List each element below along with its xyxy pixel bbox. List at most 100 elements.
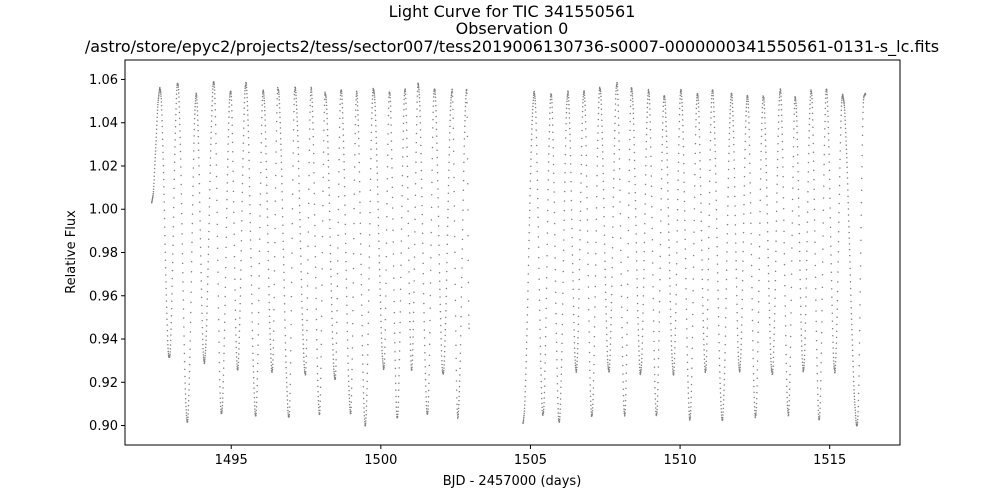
data-point bbox=[169, 344, 172, 346]
data-point bbox=[550, 94, 553, 97]
data-point bbox=[384, 346, 386, 348]
data-point bbox=[179, 158, 182, 160]
data-point bbox=[237, 368, 239, 370]
data-point bbox=[692, 290, 694, 292]
data-point bbox=[253, 392, 255, 394]
data-point bbox=[254, 408, 256, 410]
data-point bbox=[410, 355, 412, 357]
data-point bbox=[316, 365, 319, 367]
data-point bbox=[152, 188, 155, 190]
data-point bbox=[629, 112, 632, 115]
data-point bbox=[152, 194, 154, 196]
data-point bbox=[696, 96, 698, 99]
data-point bbox=[613, 169, 615, 171]
data-point bbox=[671, 356, 673, 359]
y-axis-label: Relative Flux bbox=[64, 210, 79, 294]
data-point bbox=[390, 140, 393, 142]
data-point bbox=[306, 285, 309, 287]
data-point bbox=[560, 386, 562, 389]
data-point bbox=[289, 392, 291, 395]
data-point bbox=[676, 208, 679, 211]
data-point bbox=[569, 133, 571, 136]
data-point bbox=[765, 151, 767, 154]
data-point bbox=[221, 410, 223, 413]
data-point bbox=[421, 204, 423, 207]
data-point bbox=[234, 299, 236, 302]
data-point bbox=[205, 335, 207, 337]
data-point bbox=[769, 330, 771, 333]
data-point bbox=[404, 93, 407, 95]
data-point bbox=[614, 103, 617, 105]
data-point bbox=[455, 389, 458, 391]
data-point bbox=[276, 112, 278, 114]
data-point bbox=[675, 284, 678, 286]
data-point bbox=[443, 360, 446, 362]
data-point bbox=[302, 352, 305, 354]
data-point bbox=[726, 214, 729, 217]
data-point bbox=[357, 119, 359, 121]
data-point bbox=[334, 378, 336, 380]
data-point bbox=[839, 142, 842, 144]
data-point bbox=[792, 165, 794, 168]
data-point bbox=[311, 97, 313, 100]
data-point bbox=[646, 111, 648, 113]
data-point bbox=[161, 138, 164, 140]
data-point bbox=[846, 166, 848, 168]
data-point bbox=[579, 248, 581, 251]
data-point bbox=[819, 411, 821, 414]
data-point bbox=[406, 165, 409, 167]
data-point bbox=[831, 296, 833, 298]
data-point bbox=[688, 413, 690, 416]
data-point bbox=[368, 278, 370, 280]
data-point bbox=[156, 109, 159, 111]
data-point bbox=[571, 236, 573, 239]
data-point bbox=[741, 307, 743, 310]
data-point bbox=[346, 322, 348, 324]
data-point bbox=[832, 356, 835, 359]
data-point bbox=[367, 343, 369, 346]
data-point bbox=[377, 216, 380, 219]
data-point bbox=[386, 215, 388, 218]
data-point bbox=[383, 353, 386, 355]
data-point bbox=[468, 314, 470, 316]
data-point bbox=[574, 366, 577, 369]
data-point bbox=[291, 267, 293, 269]
data-point bbox=[325, 96, 327, 99]
data-point bbox=[634, 199, 637, 202]
data-point bbox=[569, 127, 571, 130]
data-point bbox=[197, 142, 200, 144]
data-point bbox=[571, 218, 573, 221]
data-point bbox=[577, 307, 580, 309]
data-point bbox=[597, 118, 600, 121]
data-point bbox=[281, 175, 283, 177]
data-point bbox=[354, 116, 357, 118]
data-point bbox=[701, 278, 704, 281]
data-point bbox=[387, 107, 390, 109]
data-point bbox=[415, 172, 417, 174]
data-point bbox=[309, 119, 311, 121]
data-point bbox=[812, 151, 815, 153]
data-point bbox=[458, 403, 460, 406]
data-point bbox=[393, 277, 395, 279]
data-point bbox=[313, 203, 316, 205]
data-point bbox=[669, 293, 671, 295]
data-point bbox=[542, 414, 544, 416]
data-point bbox=[612, 187, 615, 189]
data-point bbox=[788, 399, 791, 402]
data-point bbox=[622, 394, 625, 397]
data-point bbox=[193, 142, 195, 144]
data-point bbox=[196, 106, 199, 108]
data-point bbox=[543, 405, 545, 408]
data-point bbox=[531, 119, 533, 122]
data-point bbox=[627, 242, 629, 245]
data-point bbox=[344, 242, 347, 245]
data-point bbox=[459, 352, 462, 354]
data-point bbox=[843, 106, 846, 109]
data-point bbox=[419, 129, 422, 131]
data-point bbox=[272, 353, 274, 356]
data-point bbox=[755, 413, 757, 416]
data-point bbox=[539, 337, 541, 339]
data-point bbox=[703, 362, 706, 364]
data-point bbox=[368, 289, 370, 291]
